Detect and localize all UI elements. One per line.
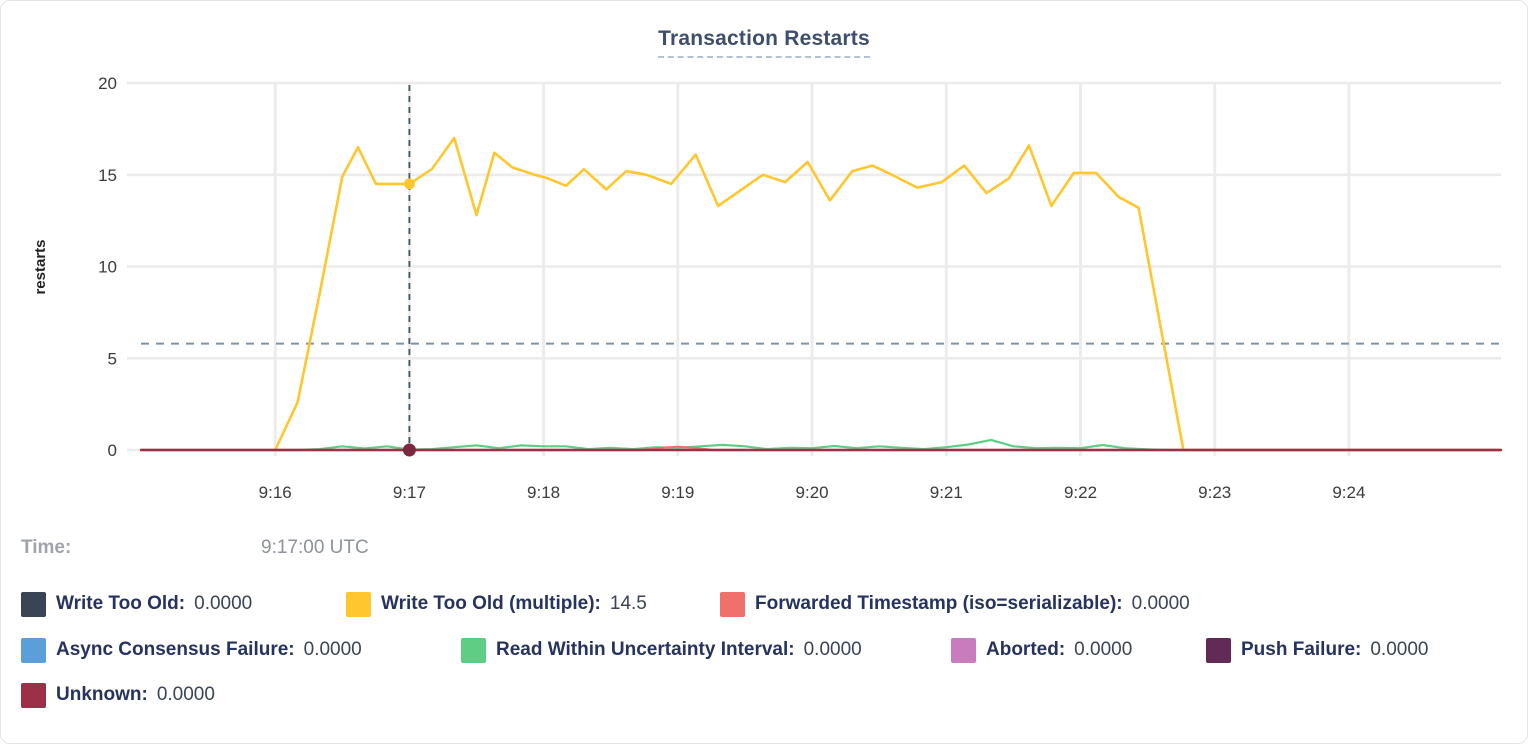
series-label: Async Consensus Failure: bbox=[56, 639, 295, 660]
x-tick-label: 9:24 bbox=[1332, 483, 1365, 502]
x-tick-label: 9:20 bbox=[796, 483, 829, 502]
series-value: 0.0000 bbox=[1074, 639, 1133, 660]
legend-row-3: Unknown: 0.0000 bbox=[21, 680, 215, 710]
legend-row-2: Async Consensus Failure: 0.0000 Read Withi… bbox=[21, 635, 1428, 665]
series-label: Forwarded Timestamp (iso=serializable): bbox=[755, 593, 1123, 614]
legend-item-write-too-old-multiple[interactable]: Write Too Old (multiple): 14.5 bbox=[346, 591, 720, 617]
series-color-chip-aborted bbox=[951, 637, 976, 663]
y-tick-label: 0 bbox=[108, 441, 117, 460]
series-color-chip-read-within-uncertainty-interval bbox=[461, 637, 486, 663]
legend-item-async-consensus-failure[interactable]: Async Consensus Failure: 0.0000 bbox=[21, 637, 461, 663]
y-tick-label: 20 bbox=[98, 74, 117, 93]
x-tick-label: 9:23 bbox=[1198, 483, 1231, 502]
series-color-chip-async-consensus-failure bbox=[21, 637, 46, 663]
highlight-dot-unknown[interactable] bbox=[402, 443, 416, 457]
tooltip-time-label: Time: bbox=[21, 537, 72, 558]
series-value: 0.0000 bbox=[194, 593, 253, 614]
series-label: Unknown: bbox=[56, 684, 148, 705]
legend-item-write-too-old[interactable]: Write Too Old: 0.0000 bbox=[21, 591, 346, 617]
series-value: 0.0000 bbox=[156, 684, 215, 705]
x-tick-label: 9:19 bbox=[661, 483, 694, 502]
tooltip-time-value: 9:17:00 UTC bbox=[261, 537, 369, 558]
x-tick-label: 9:16 bbox=[259, 483, 292, 502]
series-label: Write Too Old: bbox=[56, 593, 186, 614]
series-line-read-within-uncertainty-interval bbox=[139, 438, 1503, 452]
legend-item-unknown[interactable]: Unknown: 0.0000 bbox=[21, 682, 215, 708]
series-label: Push Failure: bbox=[1241, 639, 1362, 660]
legend-item-push-failure[interactable]: Push Failure: 0.0000 bbox=[1206, 637, 1429, 663]
series-value: 0.0000 bbox=[803, 639, 862, 660]
series-value: 0.0000 bbox=[1131, 593, 1190, 614]
series-label: Read Within Uncertainty Interval: bbox=[496, 639, 795, 660]
x-tick-label: 9:22 bbox=[1064, 483, 1097, 502]
legend-item-forwarded-timestamp-iso-serializable[interactable]: Forwarded Timestamp (iso=serializable): 0… bbox=[720, 591, 1190, 617]
series-value: 0.0000 bbox=[1370, 639, 1429, 660]
transaction-restarts-chart[interactable]: 0 5 10 15 20 9:16 9:17 9:18 9:19 9:20 9:21 9:22 9:23… bbox=[1, 1, 1528, 526]
y-tick-label: 15 bbox=[98, 166, 117, 185]
series-line-write-too-old-multiple bbox=[273, 136, 1503, 452]
series-value: 14.5 bbox=[609, 593, 647, 614]
series-label: Aborted: bbox=[986, 639, 1066, 660]
chart-title[interactable]: Transaction Restarts bbox=[658, 27, 870, 58]
y-tick-label: 5 bbox=[108, 349, 117, 368]
x-tick-label: 9:17 bbox=[393, 483, 426, 502]
highlight-dot-write-too-old-multiple[interactable] bbox=[403, 178, 415, 190]
chart-title-wrap: Transaction Restarts bbox=[1, 27, 1527, 58]
tooltip-time-row: Time: 9:17:00 UTC bbox=[21, 537, 369, 559]
series-color-chip-write-too-old-multiple bbox=[346, 591, 371, 617]
series-color-chip-push-failure bbox=[1206, 637, 1231, 663]
legend-item-read-within-uncertainty-interval[interactable]: Read Within Uncertainty Interval: 0.0000 bbox=[461, 637, 951, 663]
chart-svg-container: 0 5 10 15 20 9:16 9:17 9:18 9:19 9:20 9:21 9:22 9:23… bbox=[1, 1, 1528, 526]
y-tick-label: 10 bbox=[98, 258, 117, 277]
x-tick-label: 9:18 bbox=[527, 483, 560, 502]
legend-item-aborted[interactable]: Aborted: 0.0000 bbox=[951, 637, 1206, 663]
series-color-chip-unknown bbox=[21, 682, 46, 708]
legend-row-1: Write Too Old: 0.0000 Write Too Old (multi… bbox=[21, 589, 1190, 619]
x-tick-label: 9:21 bbox=[930, 483, 963, 502]
series-color-chip-forwarded-timestamp-iso-serializable bbox=[720, 591, 745, 617]
series-value: 0.0000 bbox=[303, 639, 362, 660]
series-label: Write Too Old (multiple): bbox=[381, 593, 601, 614]
series-color-chip-write-too-old bbox=[21, 591, 46, 617]
y-axis-label: restarts bbox=[32, 239, 49, 294]
